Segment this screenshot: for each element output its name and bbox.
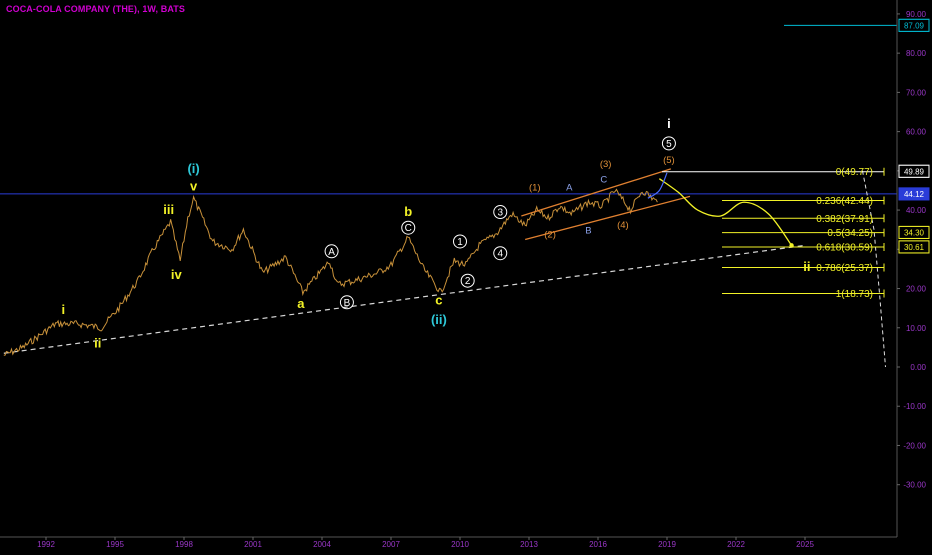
wave-label: (3) (600, 159, 612, 170)
y-tick-label: 70.00 (906, 88, 927, 97)
wave-label: C (600, 175, 607, 186)
wave-label: (ii) (431, 312, 447, 327)
price-badge-label: 34.30 (904, 228, 925, 237)
price-badge-bg (898, 225, 930, 239)
price-series-line[interactable] (3, 188, 658, 356)
y-tick-label: 0.00 (910, 363, 926, 372)
wave-label: B (344, 298, 351, 309)
x-tick-label: 2010 (451, 540, 469, 549)
wave-label: ii (803, 259, 810, 274)
projection-path[interactable] (658, 178, 793, 246)
wave-label-circle (324, 244, 339, 259)
wave-label: c (435, 292, 442, 307)
fib-level-label: 0(49.77) (836, 167, 873, 178)
wave-label: (5) (663, 155, 675, 166)
fib-level-label: 0.786(25.37) (816, 263, 873, 274)
price-badge-label: 44.12 (904, 190, 925, 199)
projection-end-point (789, 243, 794, 248)
x-tick-label: 2013 (520, 540, 538, 549)
fib-level-label: 0.5(34.25) (827, 228, 873, 239)
price-badge-label: 87.09 (904, 21, 925, 30)
x-tick-label: 2022 (727, 540, 745, 549)
y-tick-label: 40.00 (906, 206, 927, 215)
x-tick-label: 1995 (106, 540, 124, 549)
blue-arc-path[interactable] (647, 172, 668, 199)
x-tick-label: 2016 (589, 540, 607, 549)
fib-level-label: 0.618(30.59) (816, 242, 873, 253)
y-tick-label: -30.00 (903, 481, 926, 490)
price-badge-bg (898, 164, 930, 178)
wave-label-circle (453, 234, 467, 249)
fib-level-label: 0.382(37.91) (816, 214, 873, 225)
wave-label: 5 (666, 139, 672, 150)
price-badge-bg (898, 187, 930, 201)
wave-label: 2 (465, 276, 471, 287)
wave-label: iv (171, 267, 183, 282)
y-tick-label: 20.00 (906, 285, 927, 294)
y-tick-label: -20.00 (903, 441, 926, 450)
price-badge-bg (898, 240, 930, 254)
wave-label: 3 (497, 208, 503, 219)
fib-level-label: 0.236(42.44) (816, 196, 873, 207)
wave-label: ii (94, 335, 101, 350)
fib-level-label: 1(18.73) (836, 289, 873, 300)
x-tick-label: 2004 (313, 540, 331, 549)
wave-label: 1 (457, 237, 463, 248)
wave-label: (i) (187, 161, 199, 176)
price-badge-bg (898, 18, 930, 32)
y-tick-label: 80.00 (906, 49, 927, 58)
wave-label: C (405, 223, 412, 234)
wave-label-circle (339, 295, 354, 310)
x-tick-label: 2025 (796, 540, 814, 549)
wave-label-circle (493, 205, 508, 220)
channel-upper-line[interactable] (521, 168, 672, 217)
x-tick-label: 1998 (175, 540, 193, 549)
x-tick-label: 2001 (244, 540, 262, 549)
chart-title: COCA-COLA COMPANY (THE), 1W, BATS (6, 4, 185, 14)
wave-label: A (328, 247, 335, 258)
wave-label: v (190, 179, 198, 194)
wave-label-circle (460, 273, 475, 288)
x-tick-label: 2019 (658, 540, 676, 549)
wave-label: a (297, 296, 305, 311)
y-tick-label: 10.00 (906, 324, 927, 333)
y-tick-label: 90.00 (906, 10, 927, 19)
wave-label: i (61, 302, 65, 317)
wave-label: B (585, 226, 591, 237)
price-badge-label: 30.61 (904, 243, 925, 252)
wave-label: i (667, 116, 671, 131)
wave-label: iii (163, 202, 174, 217)
wave-label: (4) (617, 220, 629, 231)
wave-label-circle (493, 246, 508, 261)
x-tick-label: 2007 (382, 540, 400, 549)
wave-label: (2) (544, 230, 556, 241)
y-tick-label: -10.00 (903, 402, 926, 411)
wave-label: 4 (497, 249, 503, 260)
x-tick-label: 1992 (37, 540, 55, 549)
wave-label-circle (401, 220, 416, 235)
wave-label: A (566, 183, 573, 194)
y-tick-label: 60.00 (906, 128, 927, 137)
wave-label: b (404, 204, 412, 219)
channel-lower-line[interactable] (525, 195, 691, 241)
wave-label-circle (661, 136, 676, 151)
price-badge-label: 49.89 (904, 167, 925, 176)
wave-label: (1) (529, 183, 541, 194)
